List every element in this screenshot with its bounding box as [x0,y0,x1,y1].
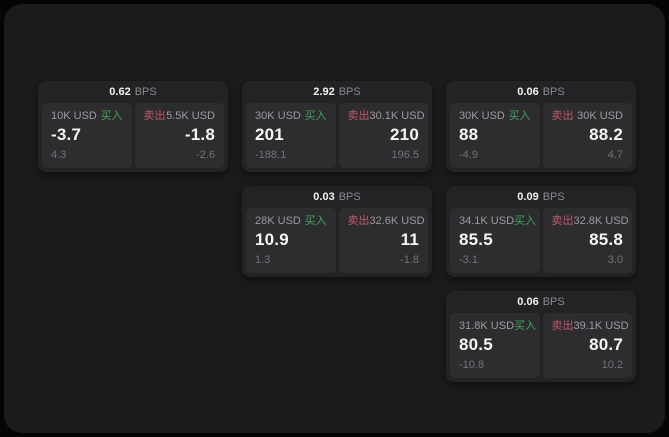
buy-side-label: 买入 [304,215,327,227]
buy-delta: -4.9 [459,149,478,161]
buy-panel[interactable]: 28K USD 买入 10.9 1.3 [246,208,336,273]
bps-unit-label: BPS [542,86,565,98]
quote-sides: 28K USD 买入 10.9 1.3 卖出 32.6K USD 11 -1.8 [246,208,428,273]
quote-sides: 30K USD 买入 201 -188.1 卖出 30.1K USD 210 1… [246,103,428,168]
sell-amount: 5.5K USD [166,110,215,122]
buy-price: -3.7 [51,125,82,144]
buy-price: 88 [459,125,479,144]
buy-price: 85.5 [459,230,493,249]
sell-delta: -2.6 [196,149,215,161]
buy-price: 201 [255,125,284,144]
buy-panel[interactable]: 10K USD 买入 -3.7 4.3 [42,103,132,168]
bps-value: 0.09 [517,191,539,203]
buy-panel[interactable]: 34.1K USD 买入 85.5 -3.1 [450,208,540,273]
buy-price: 80.5 [459,335,493,354]
buy-amount: 28K USD [255,215,301,227]
sell-amount: 32.6K USD [369,215,425,227]
sell-price: 88.2 [589,125,623,144]
sell-delta: 10.2 [601,359,623,371]
bps-value: 0.62 [109,86,131,98]
sell-amount: 30.1K USD [369,110,425,122]
buy-side-label: 买入 [508,110,531,122]
quote-card[interactable]: 0.06 BPS 31.8K USD 买入 80.5 -10.8 卖出 39.1… [446,291,636,382]
quote-sides: 31.8K USD 买入 80.5 -10.8 卖出 39.1K USD 80.… [450,313,632,378]
buy-panel[interactable]: 30K USD 买入 88 -4.9 [450,103,540,168]
sell-delta: 196.5 [391,149,419,161]
bps-unit-label: BPS [542,191,565,203]
card-header: 0.62 BPS [42,81,224,103]
sell-delta: 4.7 [607,149,623,161]
sell-panel[interactable]: 卖出 30.1K USD 210 196.5 [338,103,428,168]
sell-panel[interactable]: 卖出 30K USD 88.2 4.7 [542,103,632,168]
quote-sides: 10K USD 买入 -3.7 4.3 卖出 5.5K USD -1.8 -2.… [42,103,224,168]
sell-side-label: 卖出 [347,110,370,122]
card-header: 0.06 BPS [450,81,632,103]
bps-value: 0.03 [313,191,335,203]
bps-unit-label: BPS [338,191,361,203]
quote-card[interactable]: 0.06 BPS 30K USD 买入 88 -4.9 卖出 30K USD 8… [446,81,636,172]
sell-amount: 32.8K USD [573,215,629,227]
sell-price: 11 [400,230,419,249]
card-header: 0.06 BPS [450,291,632,313]
quote-card[interactable]: 0.03 BPS 28K USD 买入 10.9 1.3 卖出 32.6K US… [242,186,432,277]
sell-amount: 30K USD [577,110,623,122]
quote-card[interactable]: 2.92 BPS 30K USD 买入 201 -188.1 卖出 30.1K … [242,81,432,172]
bps-value: 0.06 [517,86,539,98]
sell-price: 80.7 [589,335,623,354]
sell-price: 85.8 [589,230,623,249]
buy-delta: -3.1 [459,254,478,266]
quotes-panel: 0.62 BPS 10K USD 买入 -3.7 4.3 卖出 5.5K USD… [4,4,665,433]
sell-side-label: 卖出 [551,215,574,227]
card-header: 2.92 BPS [246,81,428,103]
quote-card[interactable]: 0.09 BPS 34.1K USD 买入 85.5 -3.1 卖出 32.8K… [446,186,636,277]
buy-price: 10.9 [255,230,289,249]
sell-side-label: 卖出 [551,320,574,332]
quote-card[interactable]: 0.62 BPS 10K USD 买入 -3.7 4.3 卖出 5.5K USD… [38,81,228,172]
quote-sides: 30K USD 买入 88 -4.9 卖出 30K USD 88.2 4.7 [450,103,632,168]
buy-amount: 30K USD [255,110,301,122]
buy-panel[interactable]: 31.8K USD 买入 80.5 -10.8 [450,313,540,378]
sell-side-label: 卖出 [347,215,370,227]
sell-side-label: 卖出 [551,110,574,122]
bps-value: 2.92 [313,86,335,98]
buy-side-label: 买入 [304,110,327,122]
bps-unit-label: BPS [542,296,565,308]
buy-side-label: 买入 [100,110,123,122]
buy-amount: 30K USD [459,110,505,122]
sell-panel[interactable]: 卖出 5.5K USD -1.8 -2.6 [134,103,224,168]
bps-value: 0.06 [517,296,539,308]
buy-amount: 10K USD [51,110,97,122]
sell-panel[interactable]: 卖出 39.1K USD 80.7 10.2 [542,313,632,378]
sell-side-label: 卖出 [143,110,166,122]
sell-delta: -1.8 [400,254,419,266]
sell-amount: 39.1K USD [573,320,629,332]
sell-price: 210 [390,125,419,144]
sell-panel[interactable]: 卖出 32.8K USD 85.8 3.0 [542,208,632,273]
buy-side-label: 买入 [514,215,537,227]
card-header: 0.03 BPS [246,186,428,208]
buy-delta: 4.3 [51,149,67,161]
card-header: 0.09 BPS [450,186,632,208]
buy-delta: -10.8 [459,359,485,371]
buy-amount: 31.8K USD [459,320,515,332]
buy-panel[interactable]: 30K USD 买入 201 -188.1 [246,103,336,168]
bps-unit-label: BPS [134,86,157,98]
quote-sides: 34.1K USD 买入 85.5 -3.1 卖出 32.8K USD 85.8… [450,208,632,273]
bps-unit-label: BPS [338,86,361,98]
buy-delta: 1.3 [255,254,271,266]
sell-delta: 3.0 [607,254,623,266]
sell-price: -1.8 [184,125,215,144]
buy-delta: -188.1 [255,149,287,161]
sell-panel[interactable]: 卖出 32.6K USD 11 -1.8 [338,208,428,273]
buy-side-label: 买入 [514,320,537,332]
buy-amount: 34.1K USD [459,215,515,227]
